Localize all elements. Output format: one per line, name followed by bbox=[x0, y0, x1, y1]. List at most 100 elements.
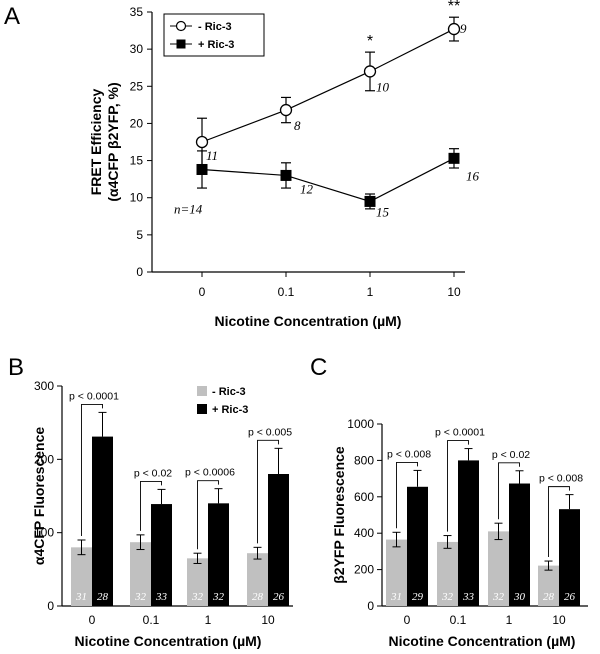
series-line bbox=[201, 28, 455, 143]
bar-sample-size: 31 bbox=[75, 591, 87, 603]
y-tick-label: 200 bbox=[34, 452, 54, 466]
sample-size-label: 16 bbox=[466, 168, 480, 183]
sample-size-label: 8 bbox=[294, 118, 301, 133]
panel-label-b: B bbox=[8, 354, 24, 381]
y-tick-label: 25 bbox=[130, 79, 144, 93]
legend-swatch-minus-ric3 bbox=[197, 386, 207, 396]
y-tick-label: 20 bbox=[130, 116, 144, 130]
y-tick-label: 15 bbox=[130, 154, 144, 168]
y-tick-label: 0 bbox=[47, 599, 54, 613]
bar-minus-ric3 bbox=[386, 539, 407, 606]
bar-plus-ric3 bbox=[509, 483, 530, 606]
data-point-plus-ric3 bbox=[364, 195, 376, 207]
x-tick-label: 1 bbox=[506, 613, 513, 627]
p-value-label: p < 0.008 bbox=[539, 473, 583, 485]
legend: - Ric-3 + Ric-3 bbox=[163, 13, 265, 57]
bar-plus-ric3 bbox=[559, 509, 580, 606]
bar-plus-ric3 bbox=[92, 436, 113, 606]
x-tick-label: 1 bbox=[367, 285, 374, 299]
x-tick-label: 0.1 bbox=[143, 613, 160, 627]
x-axis-title: Nicotine Concentration (µM) bbox=[389, 633, 576, 649]
legend-marker-minus-ric3 bbox=[175, 20, 187, 32]
panel-label-a: A bbox=[4, 3, 20, 30]
legend-label-plus-ric3: + Ric-3 bbox=[212, 404, 248, 416]
y-tick-label: 400 bbox=[354, 526, 374, 540]
significance-bracket bbox=[447, 440, 469, 532]
p-value-label: p < 0.008 bbox=[387, 448, 431, 460]
x-tick-label: 10 bbox=[447, 285, 461, 299]
bar-sample-size: 33 bbox=[155, 591, 168, 603]
data-point-minus-ric3 bbox=[195, 135, 209, 149]
p-value-label: p < 0.0001 bbox=[435, 427, 485, 439]
bar-minus-ric3 bbox=[130, 542, 151, 606]
legend-label-minus-ric3: - Ric-3 bbox=[198, 21, 232, 33]
x-tick-label: 0 bbox=[199, 285, 206, 299]
x-tick-label: 0.1 bbox=[278, 285, 295, 299]
legend-label-minus-ric3: - Ric-3 bbox=[212, 386, 246, 398]
y-axis-title-line1: FRET Efficiency bbox=[88, 89, 104, 196]
sample-size-label: 15 bbox=[376, 204, 390, 219]
y-tick-label: 600 bbox=[354, 490, 374, 504]
bar-sample-size: 32 bbox=[191, 591, 204, 603]
significance-bracket bbox=[498, 462, 520, 520]
bar-sample-size: 32 bbox=[212, 591, 225, 603]
bar-sample-size: 29 bbox=[412, 591, 424, 603]
x-tick-label: 10 bbox=[552, 613, 566, 627]
bar-sample-size: 28 bbox=[252, 591, 264, 603]
bar-plus-ric3 bbox=[208, 503, 229, 606]
data-point-minus-ric3 bbox=[447, 22, 461, 36]
bar-minus-ric3 bbox=[538, 565, 559, 606]
p-value-label: p < 0.0006 bbox=[185, 467, 235, 479]
y-axis-title-line2: (α4CFP β2YFP, %) bbox=[105, 82, 121, 201]
legend: - Ric-3 + Ric-3 bbox=[197, 386, 248, 416]
data-point-plus-ric3 bbox=[280, 169, 292, 181]
x-tick-label: 1 bbox=[205, 613, 212, 627]
data-point-plus-ric3 bbox=[196, 163, 208, 175]
y-tick-label: 0 bbox=[367, 599, 374, 613]
bar-minus-ric3 bbox=[437, 541, 458, 606]
bar-plus-ric3 bbox=[458, 460, 479, 606]
legend-swatch-plus-ric3 bbox=[197, 404, 207, 414]
bar-minus-ric3 bbox=[488, 531, 509, 606]
significance-bracket bbox=[548, 486, 570, 558]
x-tick-label: 0 bbox=[89, 613, 96, 627]
significance-marker: ** bbox=[448, 0, 460, 15]
y-axis-title: β2YFP Fluorescence bbox=[331, 446, 347, 584]
y-tick-label: 0 bbox=[136, 265, 143, 279]
significance-bracket bbox=[257, 439, 279, 544]
y-tick-label: 800 bbox=[354, 453, 374, 467]
significance-bracket bbox=[396, 461, 418, 529]
bar-sample-size: 32 bbox=[134, 591, 147, 603]
sample-size-label: n=14 bbox=[174, 201, 203, 216]
x-axis-title: Nicotine Concentration (µM) bbox=[75, 633, 262, 649]
p-value-label: p < 0.02 bbox=[134, 467, 172, 479]
legend-label-plus-ric3: + Ric-3 bbox=[198, 39, 234, 51]
bar-plus-ric3 bbox=[151, 504, 172, 606]
y-tick-label: 200 bbox=[354, 563, 374, 577]
chart-a-fret-efficiency: 0 5 10 15 20 25 30 35 0 0.1 1 10 Nicotine Concentrat… bbox=[88, 0, 480, 329]
sample-size-label: 11 bbox=[206, 148, 218, 163]
data-point-plus-ric3 bbox=[448, 152, 460, 164]
p-value-label: p < 0.02 bbox=[492, 449, 530, 461]
panel-label-c: C bbox=[310, 354, 327, 381]
significance-bracket bbox=[140, 480, 162, 531]
bar-sample-size: 31 bbox=[390, 591, 402, 603]
data-point-minus-ric3 bbox=[363, 65, 377, 78]
p-value-label: p < 0.005 bbox=[248, 426, 292, 438]
p-value-label: p < 0.0001 bbox=[69, 390, 119, 402]
y-tick-label: 30 bbox=[130, 42, 144, 56]
x-tick-label: 0 bbox=[404, 613, 411, 627]
y-tick-label: 1000 bbox=[347, 417, 374, 431]
significance-marker: * bbox=[367, 33, 373, 50]
data-point-minus-ric3 bbox=[279, 103, 293, 117]
y-tick-label: 10 bbox=[130, 191, 144, 205]
bar-sample-size: 26 bbox=[564, 591, 576, 603]
y-tick-label: 100 bbox=[34, 526, 54, 540]
sample-size-label: 9 bbox=[460, 21, 467, 36]
x-tick-label: 0.1 bbox=[450, 613, 467, 627]
significance-bracket bbox=[81, 403, 103, 536]
sample-size-label: 12 bbox=[300, 181, 314, 196]
